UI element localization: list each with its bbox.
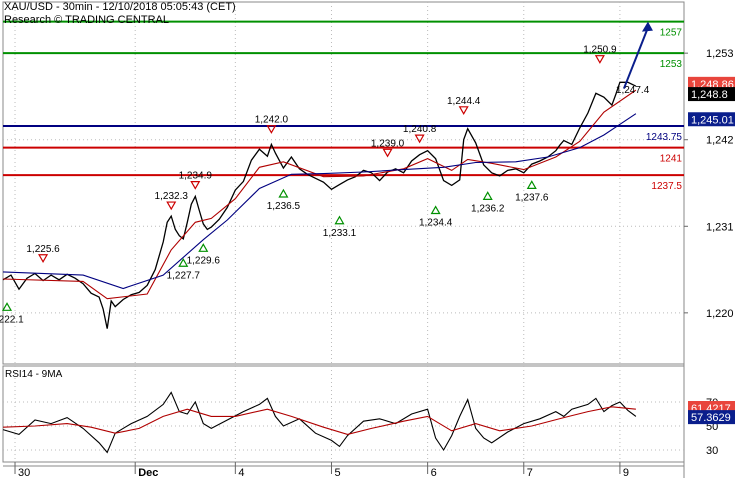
x-tick-label: 30	[18, 467, 30, 479]
swing-low-marker	[430, 205, 441, 215]
swing-low-label: 1,237.6	[515, 192, 549, 203]
swing-high-label: 1,239.0	[371, 138, 405, 149]
swing-high-label: 1,250.9	[583, 45, 617, 56]
rsi-badge	[688, 410, 735, 425]
swing-high-marker	[382, 148, 393, 158]
price-badge-label: 1,245.01	[691, 114, 734, 126]
swing-high-label: 1,242.0	[255, 115, 289, 126]
swing-high-label: 1,234.9	[179, 171, 213, 182]
swing-low-marker	[198, 243, 209, 252]
level-label: 1237.5	[651, 181, 682, 192]
rsi-panel-frame	[2, 365, 685, 463]
x-tick-label: Dec	[138, 467, 158, 479]
swing-low-marker	[526, 180, 537, 189]
level-label: 1241	[660, 154, 683, 165]
swing-high-marker	[266, 125, 277, 134]
x-tick-label: 5	[334, 467, 340, 479]
x-tick-label: 9	[623, 467, 629, 479]
swing-high-marker	[414, 134, 425, 144]
swing-low-label: 1,236.5	[267, 201, 301, 212]
swing-high-label: 1,244.4	[447, 96, 481, 107]
level-value-label: 1,247.4	[616, 85, 650, 96]
series-line-ma-slow	[2, 113, 637, 290]
swing-high-marker	[38, 254, 49, 263]
x-tick-label: 4	[238, 467, 244, 479]
series-line-ma-fast	[2, 89, 637, 300]
swing-high-label: 1,232.3	[155, 191, 189, 202]
swing-low-label: 1,229.6	[187, 255, 221, 266]
swing-low-label: 1,222.1	[0, 314, 24, 325]
level-label: 1257	[660, 28, 683, 39]
swing-low-marker	[482, 191, 493, 200]
swing-low-label: 1,233.1	[323, 228, 357, 239]
rsi-panel-title: RSI14 - 9MA	[5, 369, 63, 380]
rsi-series-line-rsi14	[2, 391, 637, 454]
swing-high-marker	[458, 106, 469, 116]
forecast-arrow-head	[641, 21, 653, 32]
swing-low-label: 1,227.7	[167, 270, 201, 281]
swing-high-marker	[166, 201, 177, 211]
swing-low-marker	[334, 215, 345, 225]
price-tick-label: 1,253	[706, 48, 734, 60]
x-tick-label: 6	[431, 467, 437, 479]
chart-subtitle: Research © TRADING CENTRAL	[4, 14, 169, 26]
price-tick-label: 1,231	[706, 221, 734, 233]
series-line-price	[2, 81, 637, 329]
level-label: 1253	[660, 59, 683, 70]
price-tick-label: 1,242	[706, 135, 734, 147]
x-tick-label: 7	[527, 467, 533, 479]
rsi-tick-label: 30	[706, 445, 718, 457]
swing-high-label: 1,225.6	[26, 244, 60, 255]
swing-low-label: 1,234.4	[419, 218, 453, 229]
level-label: 1243.75	[646, 132, 683, 143]
forecast-arrow-shaft	[622, 27, 649, 89]
swing-low-marker	[178, 258, 189, 267]
price-badge	[688, 112, 735, 127]
swing-high-marker	[190, 180, 201, 190]
swing-high-label: 1,240.8	[403, 124, 437, 135]
swing-low-marker	[278, 188, 289, 198]
swing-low-marker	[1, 302, 13, 311]
price-badge	[688, 87, 735, 102]
price-badge-label: 1,248.8	[691, 89, 728, 101]
swing-high-marker	[594, 55, 605, 64]
price-tick-label: 1,220	[706, 308, 734, 320]
swing-low-label: 1,236.2	[471, 203, 505, 214]
rsi-badge-label: 57.3629	[691, 412, 731, 424]
chart-title: XAU/USD - 30min - 12/10/2018 05:05:43 (C…	[4, 1, 236, 13]
rsi-series-line-9ma	[2, 406, 636, 435]
